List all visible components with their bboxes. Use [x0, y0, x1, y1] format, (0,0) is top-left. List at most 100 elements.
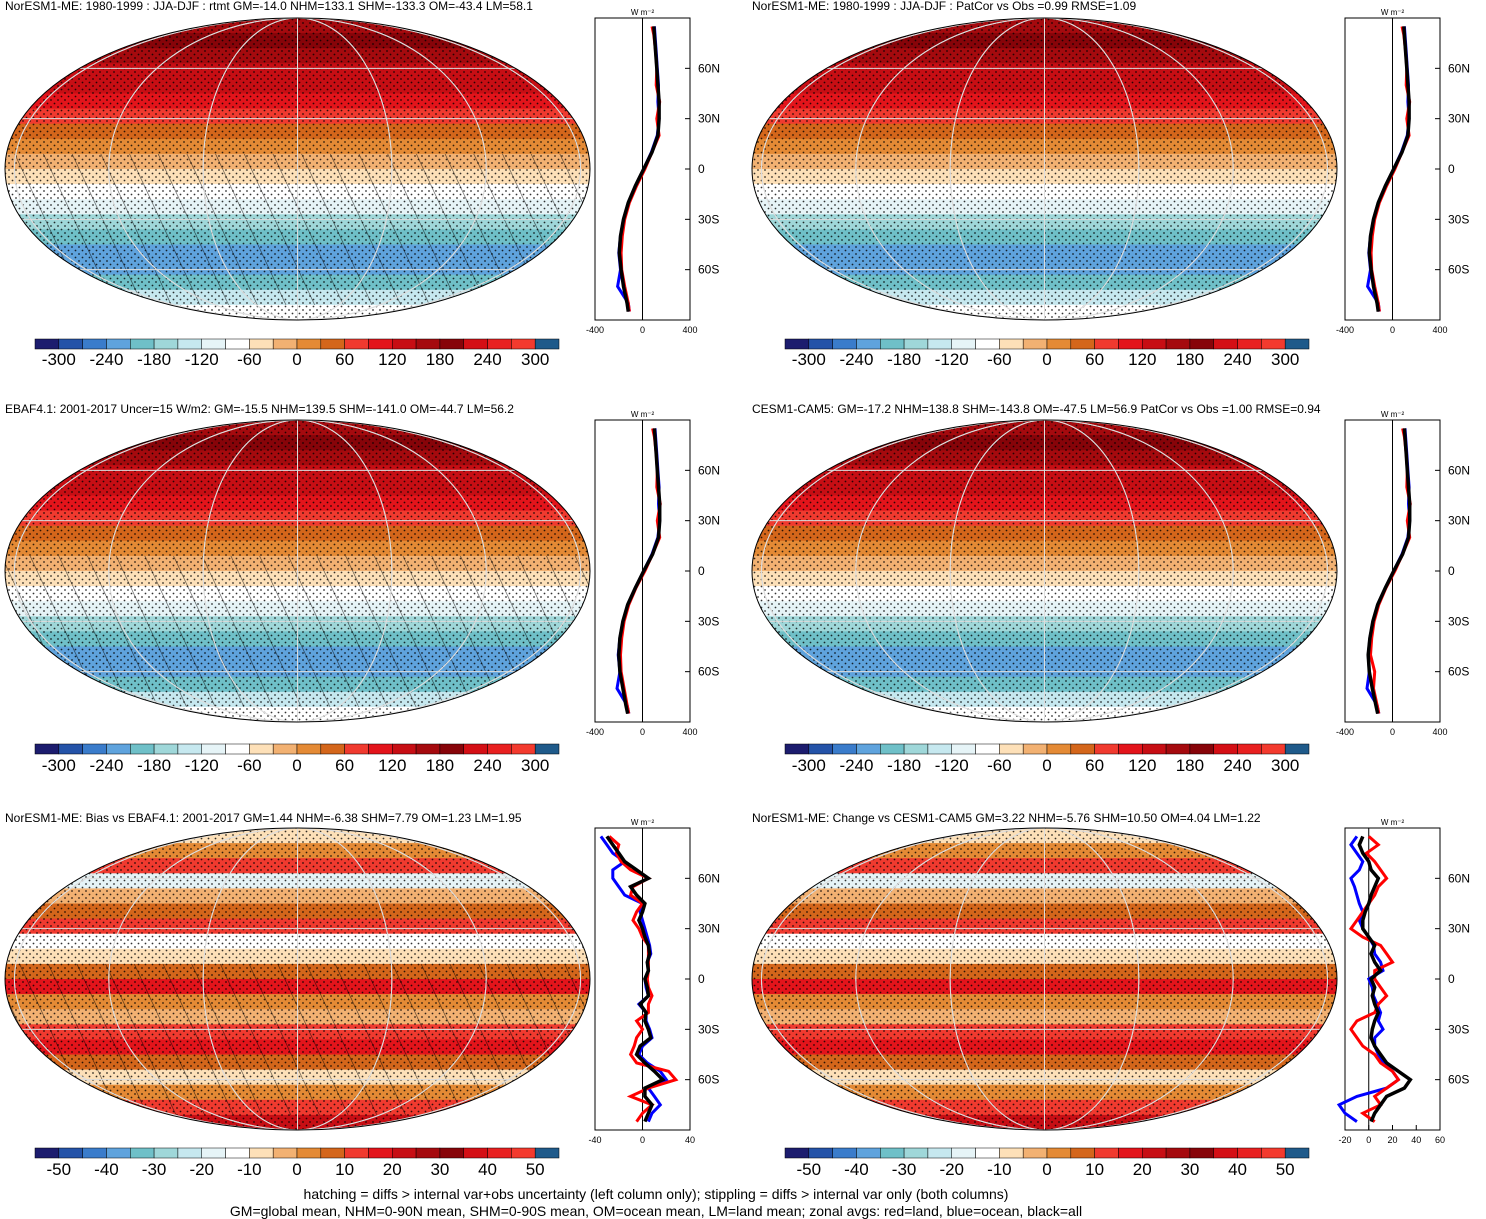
zonal-mean-plot: W m⁻² 60N 30N 0 30S 60S -40 0 40 [588, 818, 720, 1145]
colorbar-label: -10 [987, 1160, 1012, 1179]
colorbar-label: 120 [378, 350, 406, 369]
colorbar-swatch [58, 743, 83, 755]
colorbar-swatch [880, 1147, 905, 1159]
colorbar-swatch [34, 743, 60, 755]
land-zonal-line [1369, 26, 1412, 312]
colorbar-label: -10 [237, 1160, 262, 1179]
colorbar-label: 60 [1085, 756, 1104, 775]
x-tick-label: -20 [1338, 1135, 1351, 1145]
x-tick-label: 400 [1432, 325, 1447, 335]
colorbar-swatch [82, 1147, 107, 1159]
meridian [949, 828, 1140, 1130]
colorbar-swatch [903, 1147, 929, 1159]
colorbar-label: 300 [521, 756, 549, 775]
panel-4: CESM1-CAM5: GM=-17.2 NHM=138.8 SHM=-143.… [751, 402, 1470, 775]
colorbar-label: -40 [844, 1160, 869, 1179]
colorbar-swatch [856, 1147, 881, 1159]
colorbar-label: 240 [1223, 350, 1251, 369]
lat-label: 30N [698, 922, 720, 936]
colorbar-label: 240 [473, 350, 501, 369]
colorbar-swatch [130, 338, 155, 350]
colorbar-swatch [130, 1147, 155, 1159]
colorbar-swatch [832, 743, 857, 755]
colorbar-label: 240 [473, 756, 501, 775]
colorbar-label: 300 [1271, 756, 1299, 775]
colorbar-swatch [1237, 743, 1262, 755]
colorbar-swatch [1284, 1147, 1310, 1159]
meridian [202, 828, 393, 1130]
colorbar-label: -60 [237, 350, 262, 369]
colorbar-label: 20 [383, 1160, 402, 1179]
colorbar-swatch [344, 743, 369, 755]
colorbar-label: -120 [935, 756, 969, 775]
panel-title: CESM1-CAM5: GM=-17.2 NHM=138.8 SHM=-143.… [752, 402, 1321, 416]
lat-label: 60N [1448, 871, 1470, 885]
lat-label: 30S [1448, 212, 1469, 226]
colorbar-swatch [1261, 743, 1286, 755]
colorbar-swatch [487, 1147, 512, 1159]
meridian [202, 420, 393, 722]
colorbar-swatch [808, 338, 833, 350]
zonal-mean-plot: W m⁻² 60N 30N 0 30S 60S -400 0 400 [586, 410, 720, 737]
map [752, 18, 1337, 320]
colorbar-label: -120 [185, 350, 219, 369]
ocean-zonal-line [599, 835, 669, 1123]
colorbar-swatch [368, 338, 393, 350]
zonal-mean-plot: W m⁻² 60N 30N 0 30S 60S -400 0 400 [1336, 410, 1470, 737]
lat-label: 0 [698, 972, 705, 986]
colorbar-swatch [463, 1147, 488, 1159]
meridian [108, 420, 487, 722]
colorbar-swatch [927, 1147, 952, 1159]
colorbar-label: 0 [1042, 350, 1051, 369]
x-tick-label: 60 [1435, 1135, 1445, 1145]
colorbar-swatch [106, 1147, 131, 1159]
lat-label: 0 [1448, 972, 1455, 986]
colorbar-swatch [153, 1147, 179, 1159]
lat-label: 60S [1448, 263, 1469, 277]
colorbar-label: 30 [430, 1160, 449, 1179]
zonal-units: W m⁻² [1381, 8, 1405, 17]
meridian [108, 18, 487, 320]
colorbar-label: 30 [1180, 1160, 1199, 1179]
colorbar-swatch [320, 338, 345, 350]
colorbar-label: 300 [1271, 350, 1299, 369]
colorbar-swatch [1261, 1147, 1286, 1159]
colorbar-label: -50 [47, 1160, 72, 1179]
colorbar-swatch [106, 743, 131, 755]
colorbar-label: 0 [292, 756, 301, 775]
colorbar-swatch [1070, 743, 1095, 755]
lat-label: 30N [1448, 922, 1470, 936]
colorbar-label: -300 [42, 756, 76, 775]
lat-label: 0 [1448, 564, 1455, 578]
colorbar-swatch [951, 743, 976, 755]
colorbar-swatch [177, 1147, 202, 1159]
colorbar-label: 40 [478, 1160, 497, 1179]
x-tick-label: 0 [1390, 727, 1395, 737]
map-outline [751, 827, 1338, 1131]
colorbar-swatch [1189, 338, 1214, 350]
colorbar-swatch [856, 338, 881, 350]
colorbar-swatch [784, 743, 810, 755]
panel-title: NorESM1-ME: 1980-1999 : JJA-DJF : rtmt G… [5, 0, 533, 13]
panel-6: NorESM1-ME: Change vs CESM1-CAM5 GM=3.22… [751, 811, 1470, 1179]
panel-3: EBAF4.1: 2001-2017 Uncer=15 W/m2: GM=-15… [4, 402, 720, 775]
x-tick-label: -400 [1336, 325, 1354, 335]
colorbar-label: -30 [142, 1160, 167, 1179]
map-outline [4, 17, 591, 321]
x-tick-label: 400 [1432, 727, 1447, 737]
colorbar-label: 0 [1042, 1160, 1051, 1179]
lat-label: 60N [1448, 61, 1470, 75]
colorbar-label: -50 [797, 1160, 822, 1179]
meridian [13, 420, 582, 722]
lat-label: 30N [1448, 514, 1470, 528]
colorbar-swatch [177, 743, 202, 755]
colorbar-swatch [1237, 1147, 1262, 1159]
meridian [13, 828, 582, 1130]
colorbar-label: -180 [137, 756, 171, 775]
ocean-zonal-line [615, 428, 662, 714]
colorbar-swatch [1118, 338, 1143, 350]
x-tick-label: -40 [588, 1135, 601, 1145]
colorbar-swatch [511, 338, 536, 350]
colorbar-swatch [58, 338, 83, 350]
colorbar-swatch [1189, 1147, 1214, 1159]
